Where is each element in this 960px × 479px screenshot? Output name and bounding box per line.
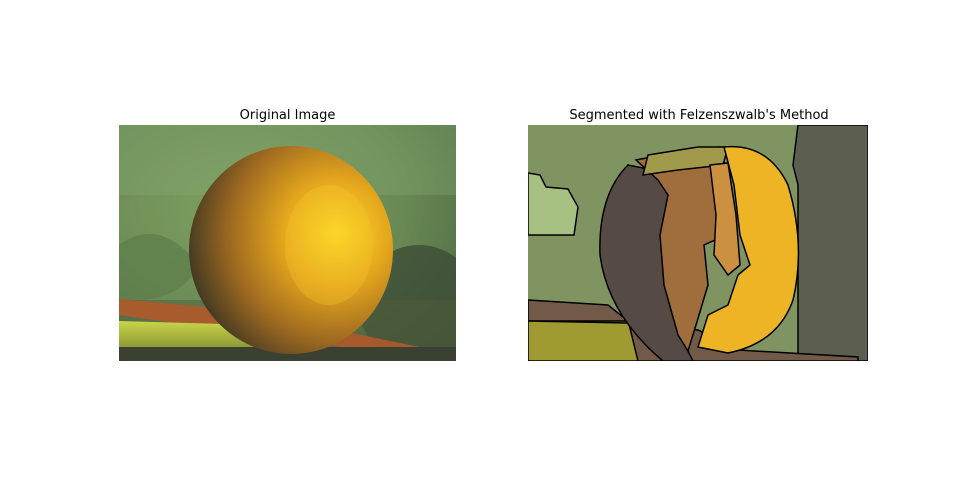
original-image-title: Original Image	[239, 108, 336, 123]
original-image	[119, 125, 456, 361]
segmented-image-title: Segmented with Felzenszwalb's Method	[569, 108, 829, 123]
segmented-image	[528, 125, 868, 361]
